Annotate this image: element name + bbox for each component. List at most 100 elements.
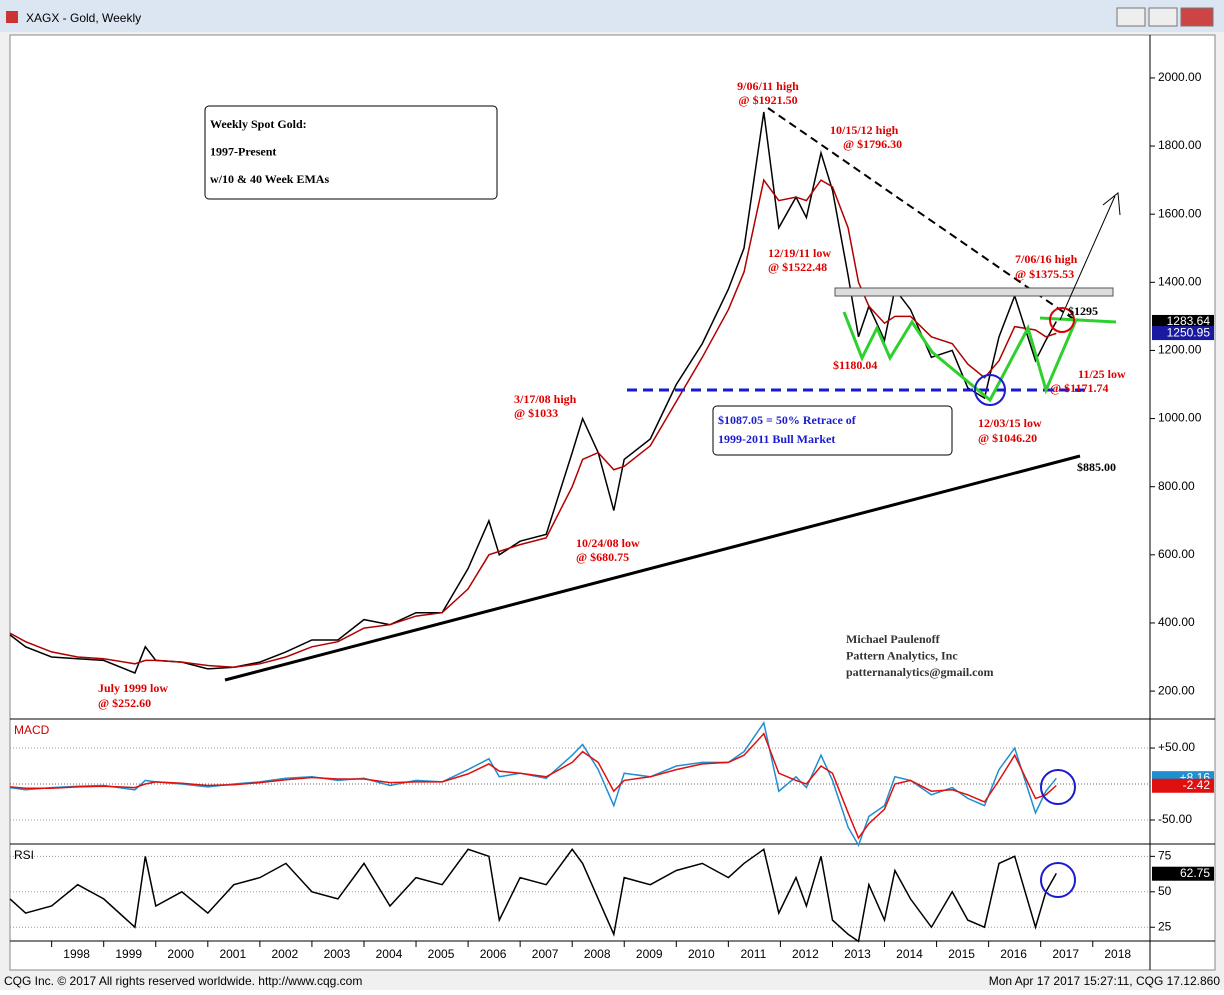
annotation: $885.00 [1077,460,1116,474]
x-tick-label: 2006 [480,947,507,961]
x-tick-label: 2004 [376,947,403,961]
minimize-button[interactable] [1116,7,1146,27]
retrace-box [712,405,953,456]
x-tick-label: 2000 [167,947,194,961]
maximize-button[interactable] [1148,7,1178,27]
series-line [9,111,1057,674]
x-tick-label: 2016 [1000,947,1027,961]
footer-left: CQG Inc. © 2017 All rights reserved worl… [4,974,362,988]
last-value-box [1152,866,1214,881]
panel-title: MACD [14,723,50,737]
x-tick-label: 2017 [1052,947,1079,961]
annotation: @ $680.75 [576,550,629,564]
x-tick-label: 2009 [636,947,663,961]
app-icon [6,11,18,23]
y-tick-label: 400.00 [1158,615,1195,629]
close-button[interactable] [1180,7,1214,27]
highlight-circle [1049,307,1075,333]
chart-title: Weekly Spot Gold: [210,117,307,131]
annotation: @ $1375.53 [1015,267,1074,281]
y-tick-label: 200.00 [1158,683,1195,697]
x-tick-label: 2007 [532,947,559,961]
projection-arrow [1059,192,1121,321]
pattern-lines [842,311,1117,403]
credit: Michael Paulenoff [846,632,941,646]
annotation: 12/19/11 low [768,246,831,260]
y-tick-label: -50.00 [1158,812,1192,826]
y-tick-label: 800.00 [1158,479,1195,493]
chart-title: w/10 & 40 Week EMAs [210,172,329,186]
annotation: @ $252.60 [98,696,151,710]
footer-right: Mon Apr 17 2017 15:27:11, CQG 17.12.860 [989,974,1221,988]
x-tick-label: 2001 [219,947,246,961]
annotation: July 1999 low [98,681,168,695]
x-tick-label: 1998 [63,947,90,961]
annotation: 12/03/15 low [978,416,1042,430]
annotation: @ $1921.50 [738,93,797,107]
annotation: 10/24/08 low [576,536,640,550]
downtrend-line [767,107,1076,321]
x-tick-label: 2008 [584,947,611,961]
annotation: @ $1796.30 [843,137,902,151]
annotation: @ $1171.74 [1050,381,1109,395]
y-tick-label: 2000.00 [1158,70,1202,84]
annotation: 7/06/16 high [1015,252,1078,266]
annotation: $1087.05 = 50% Retrace of [718,413,857,427]
annotation: $1180.04 [833,358,877,372]
y-tick-label: 600.00 [1158,547,1195,561]
y-tick-label: 1600.00 [1158,206,1202,220]
y-tick-label: 50 [1158,884,1172,898]
highlight-circle [1040,769,1076,805]
y-tick-label: 1200.00 [1158,343,1202,357]
credit: patternanalytics@gmail.com [846,665,993,679]
panel-title: RSI [14,848,34,862]
x-tick-label: 2015 [948,947,975,961]
y-tick-label: 1000.00 [1158,411,1202,425]
last-value-box [1152,778,1214,793]
x-tick-label: 1999 [115,947,142,961]
annotation: 11/25 low [1078,367,1126,381]
chart-title: 1997-Present [210,144,276,158]
y-tick-label: 25 [1158,919,1172,933]
highlight-circle [1040,862,1076,898]
y-tick-label: 75 [1158,849,1172,863]
x-tick-label: 2002 [272,947,299,961]
last-value-box [1152,326,1214,341]
last-value-box [1152,314,1214,329]
support-line [224,454,1081,682]
last-value-label: 1283.64 [1167,314,1211,328]
x-tick-label: 2018 [1104,947,1131,961]
x-tick-label: 2014 [896,947,923,961]
x-tick-label: 2013 [844,947,871,961]
annotation: @ $1522.48 [768,260,827,274]
highlight-circle [974,374,1006,406]
annotation: 10/15/12 high [830,123,899,137]
x-tick-label: 2012 [792,947,819,961]
annotation: @ $1046.20 [978,431,1037,445]
last-value-label: 1250.95 [1167,325,1211,339]
x-tick-label: 2010 [688,947,715,961]
x-tick-label: 2011 [740,947,766,961]
y-tick-label: 1800.00 [1158,138,1202,152]
y-tick-label: +50.00 [1158,740,1195,754]
annotation: 9/06/11 high [737,79,799,93]
series-line [9,732,1057,840]
x-tick-label: 2005 [428,947,455,961]
chart-area [9,34,1216,971]
series-line [9,178,1057,668]
annotation: 1999-2011 Bull Market [718,432,835,446]
title-box [204,105,498,200]
annotation: $1295 [1068,304,1098,318]
series-line [9,848,1057,943]
x-tick-label: 2003 [324,947,351,961]
annotation: @ $1033 [514,406,558,420]
resistance-zone [834,287,1114,297]
y-tick-label: 1400.00 [1158,274,1202,288]
credit: Pattern Analytics, Inc [846,648,958,662]
annotation: 3/17/08 high [514,392,577,406]
last-value-label: 62.75 [1180,866,1210,880]
window-title: XAGX - Gold, Weekly [26,11,141,25]
last-value-label: -2.42 [1183,778,1211,792]
